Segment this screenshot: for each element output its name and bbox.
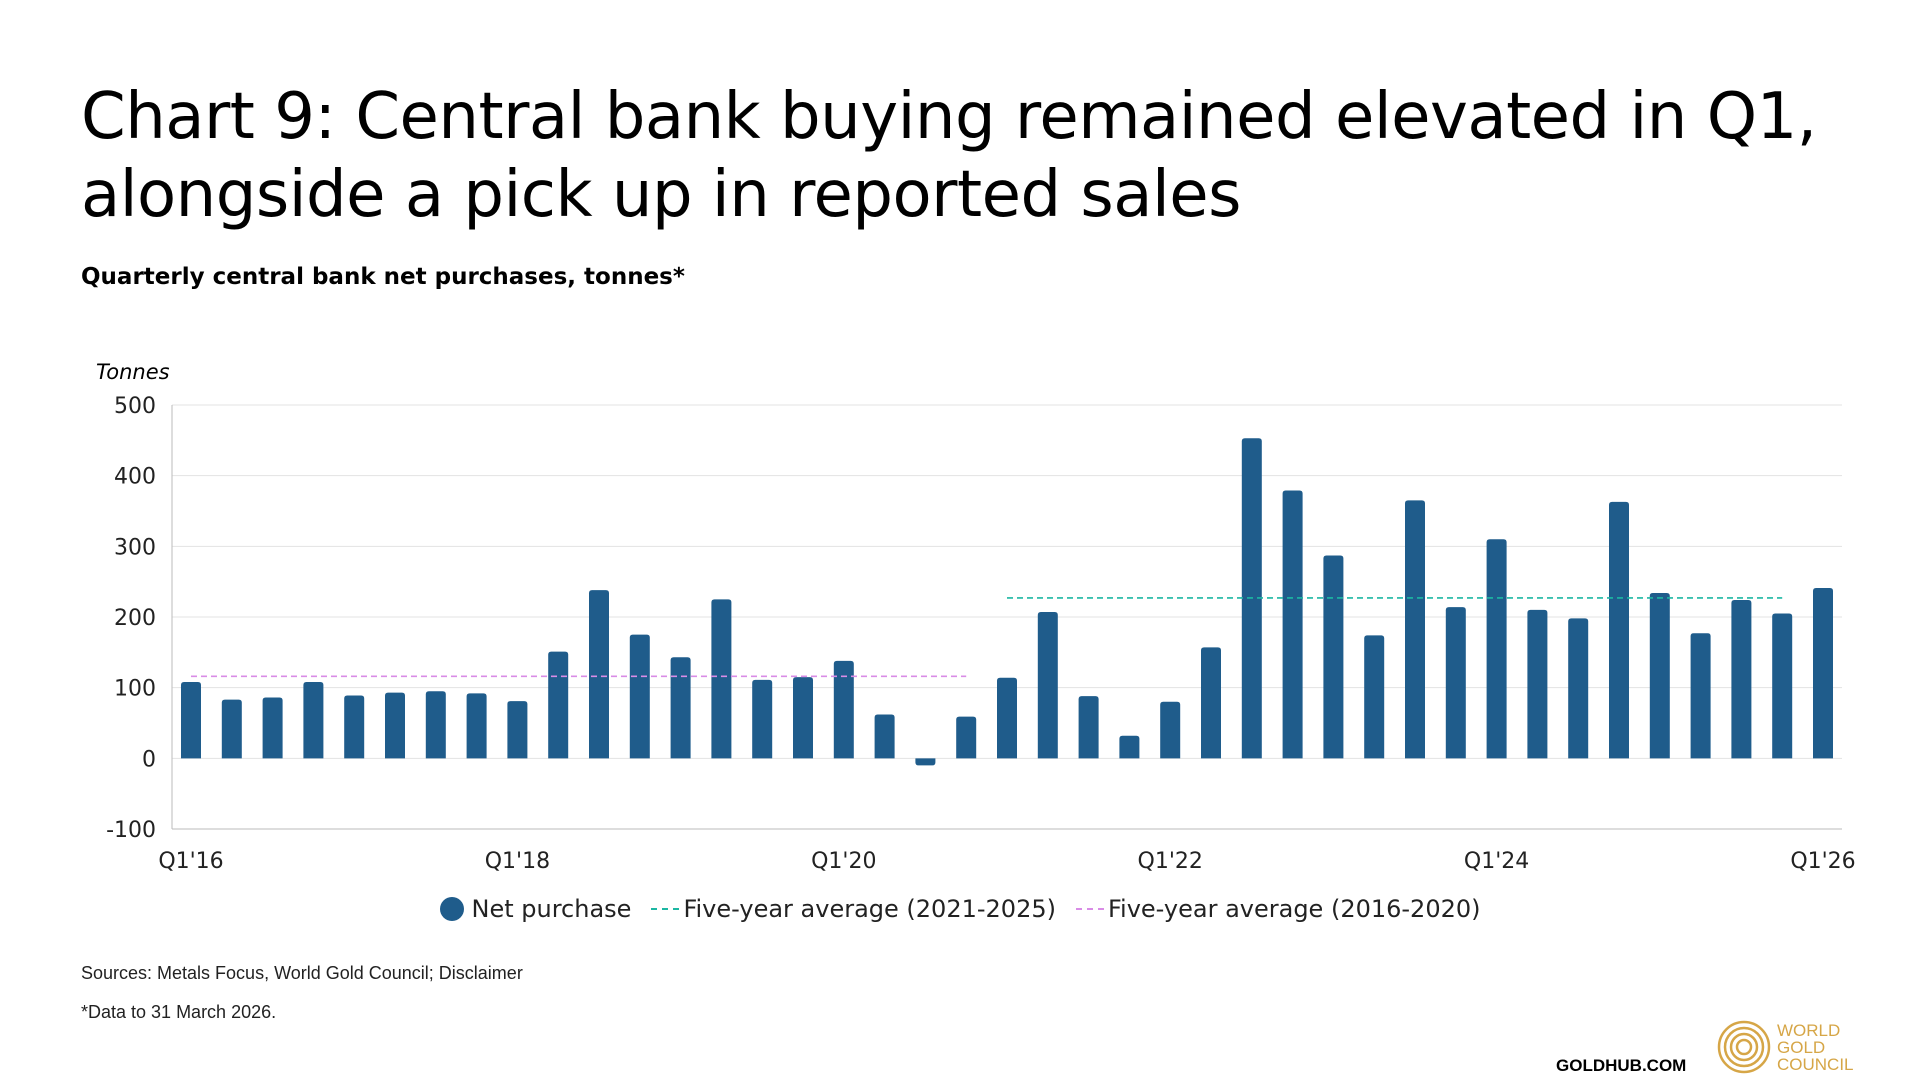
- legend-dash-icon: [1075, 908, 1104, 910]
- legend-item-avg-recent: Five-year average (2021-2025): [651, 895, 1056, 923]
- world-gold-council-logo: WORLD GOLD COUNCIL: [1717, 1020, 1854, 1074]
- bar-Q2'18: [548, 651, 569, 759]
- y-axis-ticks: -100 0 100 200 300 400 500: [106, 394, 156, 843]
- bar-Q1'23: [1323, 555, 1344, 759]
- bar-Q4'25: [1772, 613, 1793, 759]
- bar-Q4'19: [793, 677, 813, 759]
- x-tick-label: Q1'16: [158, 849, 223, 874]
- x-tick-label: Q1'22: [1138, 849, 1203, 874]
- y-tick-label: 300: [114, 535, 156, 560]
- bar-Q2'16: [221, 699, 242, 759]
- bar-Q2'20: [874, 714, 895, 759]
- bar-Q4'16: [303, 682, 324, 759]
- y-tick-label: 500: [114, 394, 156, 419]
- y-tick-label: 100: [114, 677, 156, 702]
- y-tick-label: 400: [114, 465, 156, 490]
- bar-Q1'20: [833, 660, 854, 759]
- bar-Q2'24: [1527, 609, 1548, 759]
- bar-Q3'20: [915, 758, 936, 766]
- legend-dot-icon: [439, 897, 464, 921]
- average-lines: [191, 597, 1783, 678]
- x-tick-label: Q1'20: [811, 849, 876, 874]
- bar-Q4'23: [1445, 607, 1466, 759]
- bar-series: [181, 438, 1833, 766]
- bar-Q1'24: [1486, 539, 1507, 759]
- bar-Q4'17: [466, 693, 487, 759]
- logo-wordmark: WORLD GOLD COUNCIL: [1777, 1022, 1854, 1073]
- bar-Q3'25: [1731, 600, 1752, 759]
- bar-Q3'19: [752, 679, 773, 759]
- legend-label-net-purchase: Net purchase: [471, 895, 632, 923]
- y-tick-label: -100: [106, 818, 156, 843]
- bar-Q1'17: [344, 695, 365, 759]
- bar-Q1'16: [181, 682, 201, 759]
- goldhub-link[interactable]: GOLDHUB.COM: [1556, 1056, 1687, 1075]
- x-axis-ticks: Q1'16 Q1'18 Q1'20 Q1'22 Q1'24 Q1'26: [158, 849, 1855, 874]
- bar-Q1'25: [1649, 592, 1670, 759]
- bar-Q2'17: [385, 692, 405, 759]
- bar-Q2'19: [711, 599, 732, 759]
- bar-Q2'23: [1364, 635, 1385, 759]
- bar-Q3'17: [425, 691, 446, 759]
- bar-Q3'16: [262, 697, 283, 759]
- bar-Q3'23: [1405, 500, 1425, 759]
- bar-Q4'22: [1282, 490, 1303, 759]
- y-axis-unit-label: Tonnes: [96, 360, 170, 384]
- chart-subtitle: Quarterly central bank net purchases, to…: [81, 264, 685, 290]
- bar-Q1'26: [1813, 588, 1833, 759]
- bar-Q2'25: [1690, 633, 1711, 759]
- logo-line-2: GOLD: [1777, 1037, 1826, 1057]
- sources-note: Sources: Metals Focus, World Gold Counci…: [81, 963, 523, 983]
- logo-line-3: COUNCIL: [1777, 1054, 1854, 1074]
- bar-Q4'24: [1609, 501, 1629, 759]
- x-tick-label: Q1'18: [485, 849, 550, 874]
- data-date-note: *Data to 31 March 2026.: [81, 1002, 277, 1022]
- bar-Q1'22: [1160, 701, 1181, 759]
- legend-label-avg-prior: Five-year average (2016-2020): [1107, 895, 1481, 923]
- bar-Q3'24: [1568, 618, 1589, 759]
- bar-Q1'19: [670, 657, 691, 759]
- bar-Q1'21: [997, 677, 1017, 759]
- y-tick-label: 0: [142, 747, 156, 772]
- legend-label-avg-recent: Five-year average (2021-2025): [683, 895, 1056, 923]
- logo-rings-icon: [1717, 1020, 1771, 1074]
- page-title: Chart 9: Central bank buying remained el…: [81, 80, 1817, 232]
- bar-Q3'18: [589, 590, 609, 759]
- bar-chart: -100 0 100 200 300 400 500 Q1'16 Q1'18 Q1'20 Q1'2…: [106, 394, 1856, 874]
- legend-item-avg-prior: Five-year average (2016-2020): [1075, 895, 1481, 923]
- bar-Q4'20: [956, 716, 977, 759]
- logo-line-1: WORLD: [1777, 1020, 1841, 1040]
- legend-item-net-purchase: Net purchase: [439, 895, 632, 923]
- bar-Q4'18: [629, 634, 650, 759]
- bar-Q4'21: [1119, 735, 1140, 759]
- y-tick-label: 200: [114, 606, 156, 631]
- x-tick-label: Q1'24: [1464, 849, 1529, 874]
- bar-Q3'21: [1078, 696, 1099, 759]
- bar-Q2'22: [1201, 647, 1221, 759]
- grid-lines: [171, 404, 1842, 830]
- legend-dash-icon: [651, 908, 680, 910]
- bar-Q2'21: [1037, 612, 1058, 759]
- bar-Q1'18: [507, 701, 528, 759]
- x-tick-label: Q1'26: [1790, 849, 1855, 874]
- chart-legend: Net purchase Five-year average (2021-202…: [0, 895, 1920, 923]
